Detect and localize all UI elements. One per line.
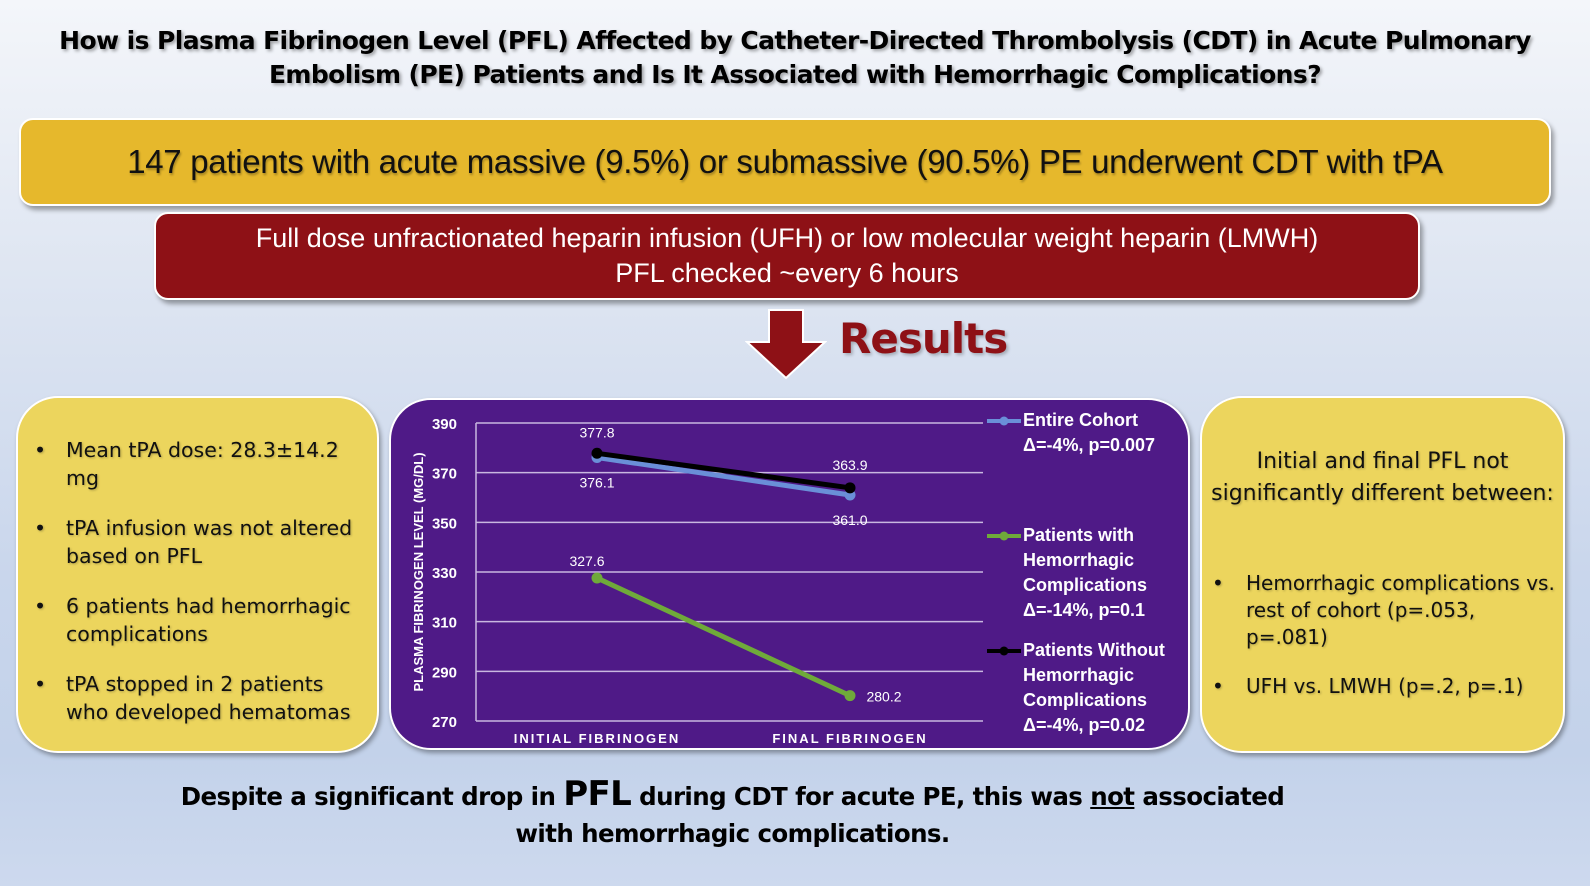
y-tick-label: 290 — [432, 664, 457, 681]
down-arrow-icon — [745, 309, 827, 380]
conclusion-line-1: Despite a significant drop in PFL during… — [180, 774, 1285, 814]
title-line-1: How is Plasma Fibrinogen Level (PFL) Aff… — [59, 26, 1531, 55]
results-label: Results — [839, 314, 1008, 363]
legend-swatch-icon — [987, 531, 1021, 541]
right-card-heading: Initial and final PFL not significantly … — [1211, 449, 1554, 506]
list-item: • Hemorrhagic complications vs. rest of c… — [1212, 571, 1555, 649]
y-axis-title: PLASMA FIBRINOGEN LEVEL (MG/DL) — [411, 452, 426, 691]
y-tick-label: 350 — [432, 515, 457, 532]
page-title: How is Plasma Fibrinogen Level (PFL) Aff… — [0, 24, 1590, 92]
data-point — [591, 447, 603, 459]
data-point — [844, 690, 856, 702]
series-line — [594, 575, 853, 699]
right-summary-card: Initial and final PFL not significantly … — [1200, 396, 1565, 753]
bullet-icon: • — [1212, 674, 1224, 698]
method-line-2: PFL checked ~every 6 hours — [615, 258, 959, 288]
legend-label: Patients Without Hemorrhagic Complications… — [1023, 640, 1165, 735]
fibrinogen-chart: 270 290 310 330 350 370 390 PLASMA FIBRINOGEN L… — [389, 398, 1190, 750]
series-line — [594, 455, 853, 498]
method-line-1: Full dose unfractionated heparin infusio… — [255, 223, 1319, 253]
y-tick-label: 330 — [432, 565, 457, 582]
pfl-emphasis: PFL — [563, 774, 632, 814]
data-point — [844, 482, 856, 494]
data-point — [591, 572, 603, 584]
y-tick-label: 370 — [432, 466, 457, 483]
conclusion-text: Despite a significant drop in PFL during… — [150, 776, 1315, 852]
population-box: 147 patients with acute massive (9.5%) o… — [19, 118, 1551, 206]
data-label: 363.9 — [832, 457, 867, 473]
y-tick-label: 390 — [432, 416, 457, 433]
left-bullet-list: • Mean tPA dose: 28.3±14.2 mg • tPA infusi… — [28, 436, 367, 726]
list-item: • UFH vs. LMWH (p=.2, p=.1) — [1212, 674, 1524, 698]
left-summary-card: • Mean tPA dose: 28.3±14.2 mg • tPA infusi… — [16, 396, 379, 753]
bullet-icon: • — [34, 438, 47, 462]
list-item: • tPA infusion was not altered based on P… — [34, 516, 353, 568]
x-tick-label: INITIAL FIBRINOGEN — [514, 731, 680, 746]
y-tick-label: 270 — [432, 714, 457, 731]
series-line — [594, 450, 853, 491]
list-item: • Mean tPA dose: 28.3±14.2 mg — [34, 438, 339, 490]
method-box: Full dose unfractionated heparin infusio… — [154, 212, 1420, 300]
not-underlined: not — [1090, 782, 1135, 811]
population-text: 147 patients with acute massive (9.5%) o… — [127, 143, 1443, 180]
y-tick-label: 310 — [432, 615, 457, 632]
legend-label: Entire Cohort Δ=-4%, p=0.007 — [1023, 410, 1156, 455]
data-label: 376.1 — [579, 475, 614, 491]
data-label: 280.2 — [866, 689, 901, 705]
legend-swatch-icon — [987, 646, 1021, 656]
list-item: • 6 patients had hemorrhagic complication… — [34, 594, 351, 646]
title-line-2: Embolism (PE) Patients and Is It Associa… — [268, 60, 1322, 89]
data-label: 377.8 — [579, 424, 614, 440]
data-label: 327.6 — [569, 553, 604, 569]
list-item: • tPA stopped in 2 patients who developed… — [34, 672, 351, 724]
data-label: 361.0 — [832, 512, 867, 528]
bullet-icon: • — [1212, 571, 1224, 595]
right-bullet-list: • Hemorrhagic complications vs. rest of c… — [1206, 570, 1556, 722]
bullet-icon: • — [34, 672, 47, 696]
line-chart: 270 290 310 330 350 370 390 PLASMA FIBRINOGEN L… — [411, 416, 983, 746]
x-tick-label: FINAL FIBRINOGEN — [772, 731, 927, 746]
bullet-icon: • — [34, 516, 47, 540]
legend-label: Patients with Hemorrhagic Complications Δ=-… — [1023, 525, 1148, 620]
legend-swatch-icon — [987, 416, 1021, 426]
conclusion-line-2: with hemorrhagic complications. — [515, 819, 950, 848]
bullet-icon: • — [34, 594, 47, 618]
